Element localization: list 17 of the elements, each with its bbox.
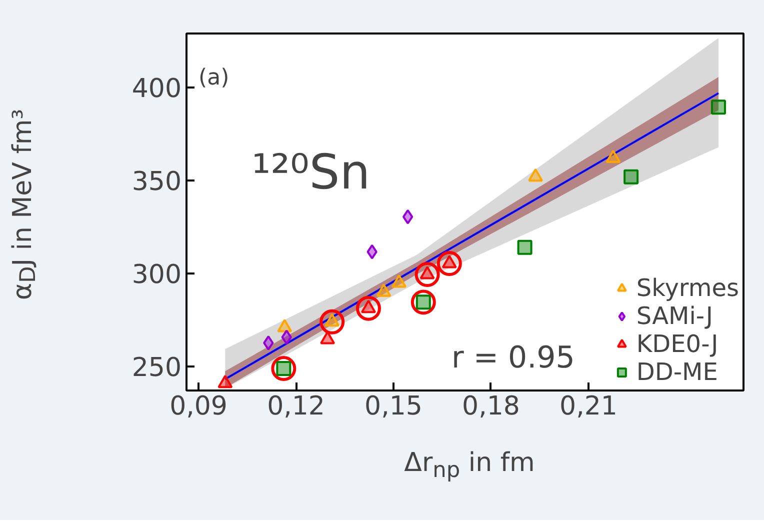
legend-label: DD-ME — [636, 358, 718, 386]
legend-label: Skyrmes — [636, 274, 739, 302]
y-tick-label: 250 — [132, 352, 182, 383]
annotation: ¹²⁰Sn — [252, 144, 370, 200]
x-tick-label: 0,21 — [560, 392, 618, 422]
y-tick-label: 300 — [132, 260, 182, 290]
x-tick-label: 0,12 — [267, 392, 325, 422]
legend-label: SAMi-J — [636, 302, 713, 330]
y-tick-label: 350 — [132, 166, 182, 197]
x-tick-label: 0,15 — [364, 392, 422, 422]
annotation: (a) — [198, 66, 230, 90]
legend-label: KDE0-J — [636, 330, 718, 358]
annotation: r = 0.95 — [452, 340, 575, 376]
x-tick-label: 0,09 — [170, 392, 228, 422]
x-tick-label: 0,18 — [462, 392, 520, 422]
y-tick-label: 400 — [132, 74, 182, 104]
x-axis-title: Δr$_{np}$ in fm — [404, 447, 535, 486]
